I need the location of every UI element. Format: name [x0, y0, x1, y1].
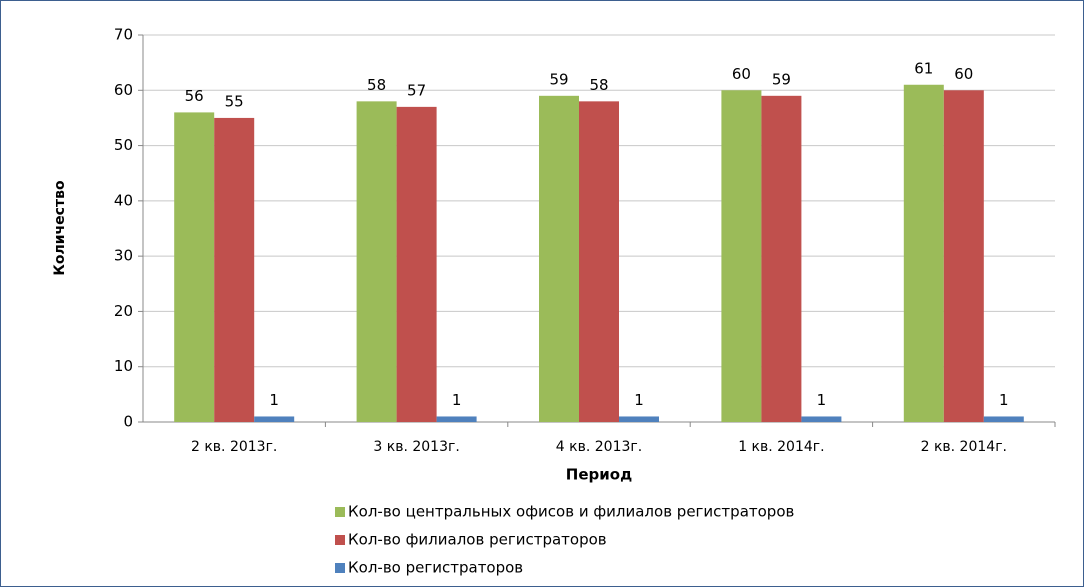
data-label: 1 [269, 391, 279, 409]
bar [214, 117, 255, 422]
data-label: 1 [634, 391, 644, 409]
bar [943, 90, 984, 423]
bar [983, 416, 1024, 422]
data-label: 1 [817, 391, 827, 409]
data-label: 1 [452, 391, 462, 409]
data-label: 56 [185, 87, 204, 105]
legend-label: Кол-во филиалов регистраторов [348, 531, 607, 549]
bar [539, 95, 579, 423]
data-label: 61 [914, 59, 933, 77]
data-label: 57 [407, 81, 426, 99]
y-tick-label: 10 [114, 357, 133, 375]
x-tick-label: 2 кв. 2013г. [191, 439, 277, 455]
y-tick-label: 60 [114, 81, 133, 99]
legend-label: Кол-во центральных офисов и филиалов рег… [348, 503, 794, 521]
legend-swatch [335, 535, 345, 545]
legend-swatch [335, 507, 345, 517]
y-tick-label: 70 [114, 26, 133, 44]
bar [721, 90, 762, 423]
bar [619, 416, 659, 422]
bar [903, 84, 944, 422]
data-label: 59 [772, 70, 791, 88]
data-label: 59 [549, 70, 568, 88]
data-label: 1 [999, 391, 1009, 409]
x-axis-label: Период [566, 466, 632, 484]
bar [436, 416, 477, 422]
legend-swatch [335, 563, 345, 573]
data-label: 60 [954, 65, 973, 83]
data-label: 60 [732, 65, 751, 83]
bar [801, 416, 842, 422]
legend-label: Кол-во регистраторов [348, 559, 523, 577]
bar [396, 106, 437, 422]
bar [761, 95, 802, 423]
x-tick-label: 4 кв. 2013г. [556, 439, 642, 455]
y-tick-label: 50 [114, 136, 133, 154]
y-tick-label: 40 [114, 191, 133, 209]
bar [174, 112, 215, 423]
data-label: 55 [225, 92, 244, 110]
y-tick-label: 20 [114, 302, 133, 320]
data-label: 58 [589, 76, 608, 94]
bar [254, 416, 295, 422]
y-tick-label: 0 [123, 413, 133, 431]
bar [579, 101, 619, 422]
y-tick-label: 30 [114, 247, 133, 265]
x-tick-label: 2 кв. 2014г. [921, 439, 1007, 455]
x-tick-label: 1 кв. 2014г. [738, 439, 824, 455]
bar [356, 101, 397, 422]
data-label: 58 [367, 76, 386, 94]
y-axis-label: Количество [52, 180, 68, 276]
x-tick-label: 3 кв. 2013г. [373, 439, 459, 455]
